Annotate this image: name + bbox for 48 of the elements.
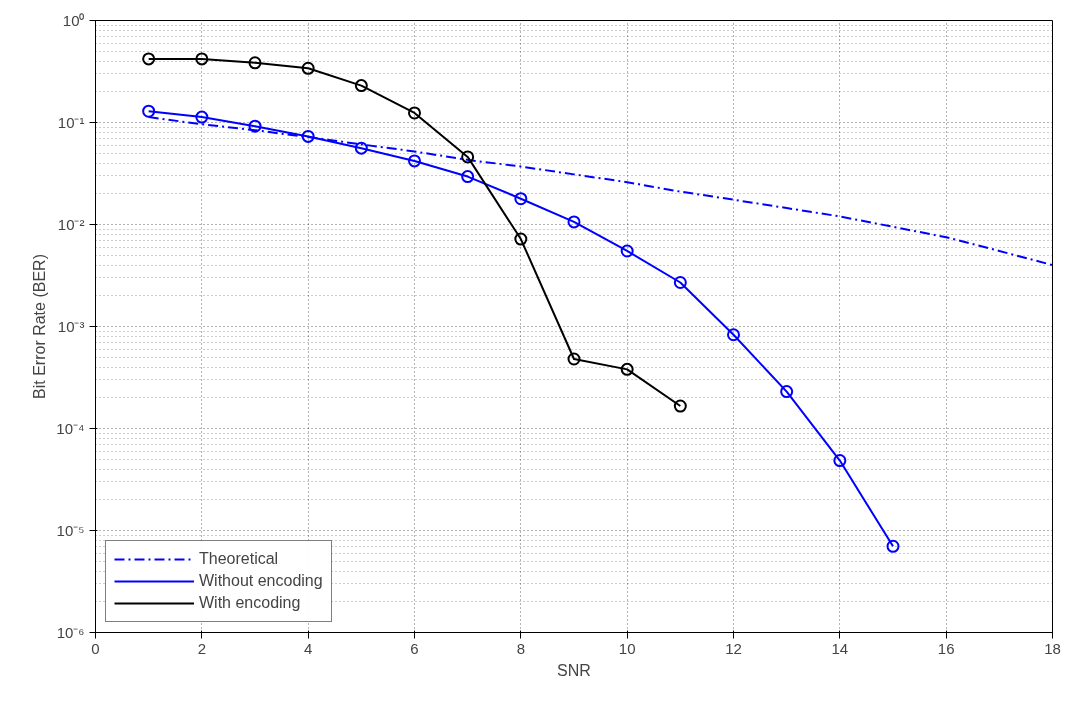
y-tick-label: 10⁻¹: [57, 114, 85, 131]
point: [514, 192, 528, 206]
legend-label: Theoretical: [199, 550, 279, 568]
point: [142, 52, 156, 66]
point: [301, 61, 315, 75]
x-tick-label: 12: [725, 639, 742, 657]
point: [301, 129, 315, 143]
x-axis-title: SNR: [557, 661, 591, 679]
point: [886, 539, 900, 553]
point: [354, 79, 368, 93]
x-tick-label: 18: [1044, 639, 1061, 657]
y-tick-label: 10⁻⁵: [56, 522, 85, 539]
x-tick-label: 2: [197, 639, 207, 657]
point: [567, 352, 581, 366]
legend-label: With encoding: [199, 594, 301, 612]
y-tick-label: 10⁻⁶: [56, 624, 85, 641]
x-tick-label: 0: [91, 639, 100, 657]
y-tick-label: 10⁻³: [57, 318, 85, 335]
point: [780, 385, 794, 399]
x-tick-label: 16: [937, 639, 955, 657]
point: [195, 52, 209, 66]
x-tick-label: 14: [831, 639, 849, 657]
x-tick-label: 4: [304, 639, 313, 657]
point: [567, 215, 581, 229]
y-tick-label: 10⁻⁴: [56, 420, 85, 437]
point: [833, 454, 847, 468]
point: [620, 362, 634, 376]
point: [727, 328, 740, 342]
point: [620, 244, 634, 258]
point: [354, 141, 368, 155]
y-tick-label: 10⁻²: [57, 216, 85, 233]
point: [195, 110, 209, 124]
legend-label: Without encoding: [199, 572, 323, 590]
x-tick-label: 8: [516, 639, 526, 657]
point: [673, 399, 687, 413]
x-tick-label: 6: [410, 639, 419, 657]
point: [673, 276, 687, 289]
point: [142, 104, 156, 118]
y-tick-label: 10⁰: [62, 12, 85, 29]
point: [461, 150, 475, 164]
point: [408, 154, 421, 168]
x-tick-label: 10: [618, 639, 636, 657]
point: [248, 119, 262, 133]
y-axis-title: Bit Error Rate (BER): [31, 254, 49, 399]
point: [461, 170, 475, 184]
point: [408, 106, 421, 120]
point: [248, 56, 262, 70]
point: [514, 232, 528, 246]
